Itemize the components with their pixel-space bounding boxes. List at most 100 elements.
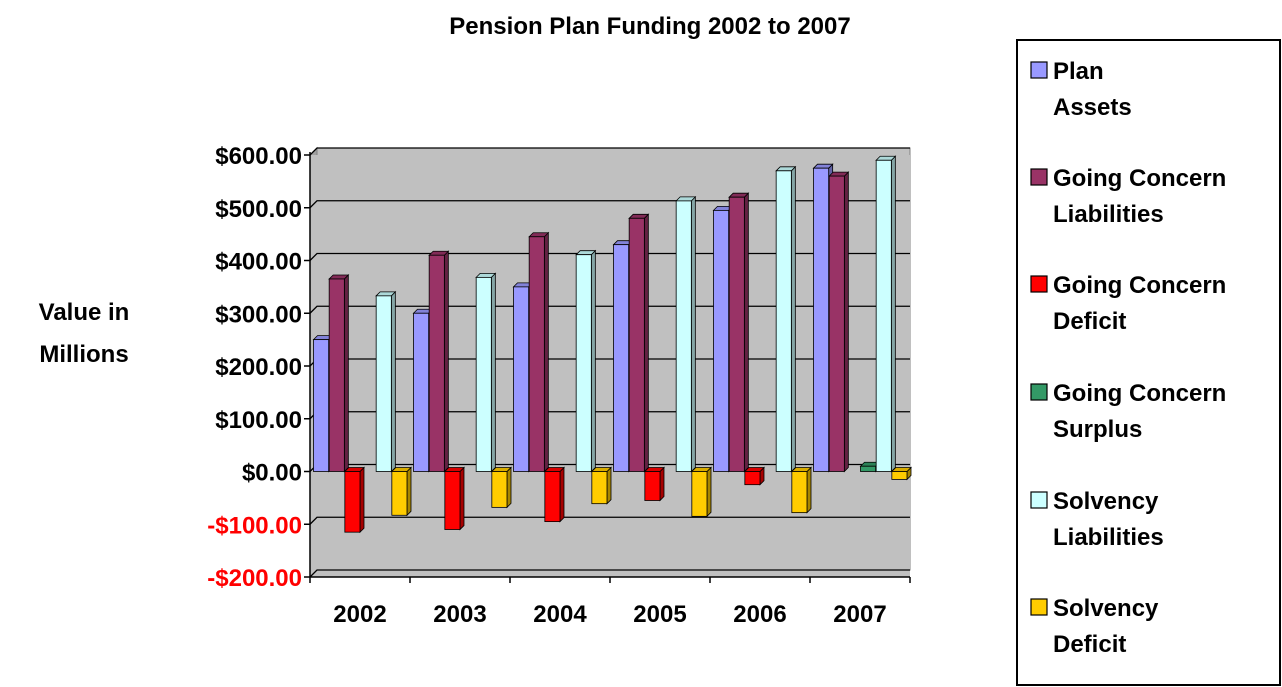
gridline-1 (309, 200, 910, 209)
bar-going-concern-deficit-2003 (443, 466, 465, 531)
gridline-2 (309, 252, 910, 261)
y-tick-label: $200.00 (215, 354, 302, 381)
bar-top (590, 467, 612, 472)
bar-side (506, 466, 512, 509)
bar-side (890, 155, 896, 473)
bar-front (375, 295, 392, 472)
bar-solvency-deficit-2006 (790, 466, 812, 514)
bar-top (390, 467, 412, 472)
bar-solvency-liabilities-2002 (375, 290, 397, 473)
x-tick-label: 2006 (733, 601, 786, 628)
bar-going-concern-liabilities-2007 (828, 171, 850, 473)
y-tick-label: $300.00 (215, 301, 302, 328)
bar-side (343, 273, 349, 473)
bar-going-concern-liabilities-2005 (628, 213, 650, 473)
x-tick-label: 2002 (333, 601, 386, 628)
bar-top (343, 467, 365, 472)
legend-label: Going Concern (1053, 165, 1226, 192)
bar-going-concern-deficit-2004 (543, 466, 565, 523)
legend-label: Assets (1053, 94, 1132, 121)
bar-front (491, 471, 508, 508)
bar-front (713, 209, 730, 472)
bar-front (891, 471, 908, 480)
bar-top (528, 232, 550, 238)
bar-side (843, 171, 849, 473)
bar-front (613, 244, 630, 472)
y-tick-label: $600.00 (215, 143, 302, 170)
bar-going-concern-deficit-2002 (343, 466, 365, 534)
gridline-8 (309, 569, 910, 578)
bar-solvency-liabilities-2005 (675, 195, 697, 473)
x-tick-label: 2007 (833, 601, 886, 628)
bar-front (575, 254, 592, 472)
bar-solvency-deficit-2005 (690, 466, 712, 518)
bar-side (659, 466, 665, 502)
legend-swatch (1030, 383, 1048, 401)
legend-label: Surplus (1053, 416, 1142, 443)
gridline-0 (309, 147, 910, 156)
legend-swatch (1030, 61, 1048, 79)
bar-side (790, 165, 796, 473)
gridline-7 (309, 516, 910, 525)
bar-front (644, 471, 661, 501)
bar-top (543, 467, 565, 472)
bar-side (559, 466, 565, 523)
bar-top (428, 250, 450, 256)
bar-front (528, 236, 545, 472)
bar-front (775, 170, 792, 472)
bar-solvency-liabilities-2007 (875, 155, 897, 473)
bar-side (606, 466, 612, 505)
legend-swatch (1030, 168, 1048, 186)
bar-going-concern-liabilities-2006 (728, 192, 750, 473)
bar-top (690, 467, 712, 472)
bar-top (628, 213, 650, 219)
bar-front (860, 465, 877, 472)
plot-area: $600.00 $500.00 $400.00 $300.00 $200.00 $100.… (207, 143, 912, 628)
bar-top (828, 171, 850, 177)
bar-front (344, 471, 361, 533)
y-tick-label: $100.00 (215, 407, 302, 434)
bar-front (475, 276, 492, 472)
bar-front (313, 339, 330, 472)
bar-top (728, 192, 750, 198)
bar-top (743, 467, 765, 472)
y-tick-label: $0.00 (242, 460, 302, 487)
bar-side (806, 466, 812, 514)
bar-top (790, 467, 812, 472)
bar-top (490, 467, 512, 472)
bar-going-concern-liabilities-2002 (328, 273, 350, 473)
legend-label: Liabilities (1053, 201, 1164, 228)
x-tick-label: 2004 (533, 601, 587, 628)
bar-front (413, 312, 430, 472)
legend-label: Solvency (1053, 488, 1159, 515)
legend-box (1016, 39, 1281, 686)
legend-label: Going Concern (1053, 380, 1226, 407)
legend-label: Solvency (1053, 595, 1159, 622)
bar-side (490, 272, 496, 473)
bar-side (443, 250, 449, 473)
legend-label: Deficit (1053, 308, 1126, 335)
gridline-3 (309, 305, 910, 314)
x-tick-label: 2003 (433, 601, 486, 628)
bar-front (875, 159, 892, 472)
chart-title: Pension Plan Funding 2002 to 2007 (449, 13, 850, 40)
legend-swatch (1030, 598, 1048, 616)
bar-solvency-deficit-2002 (390, 466, 412, 517)
y-tick-label: $500.00 (215, 196, 302, 223)
bar-top (890, 467, 912, 472)
bar-front (328, 278, 345, 472)
bar-side (643, 213, 649, 473)
bar-top (675, 196, 697, 202)
x-tick-label: 2005 (633, 601, 686, 628)
bar-top (328, 274, 350, 280)
legend-label: Deficit (1053, 631, 1126, 658)
bar-front (791, 471, 808, 514)
bar-front (628, 217, 645, 472)
legend-label: Going Concern (1053, 272, 1226, 299)
bar-side (743, 192, 749, 473)
bar-top (875, 155, 897, 161)
bar-side (690, 195, 696, 473)
bar-side (359, 466, 365, 534)
bar-front (675, 200, 692, 472)
